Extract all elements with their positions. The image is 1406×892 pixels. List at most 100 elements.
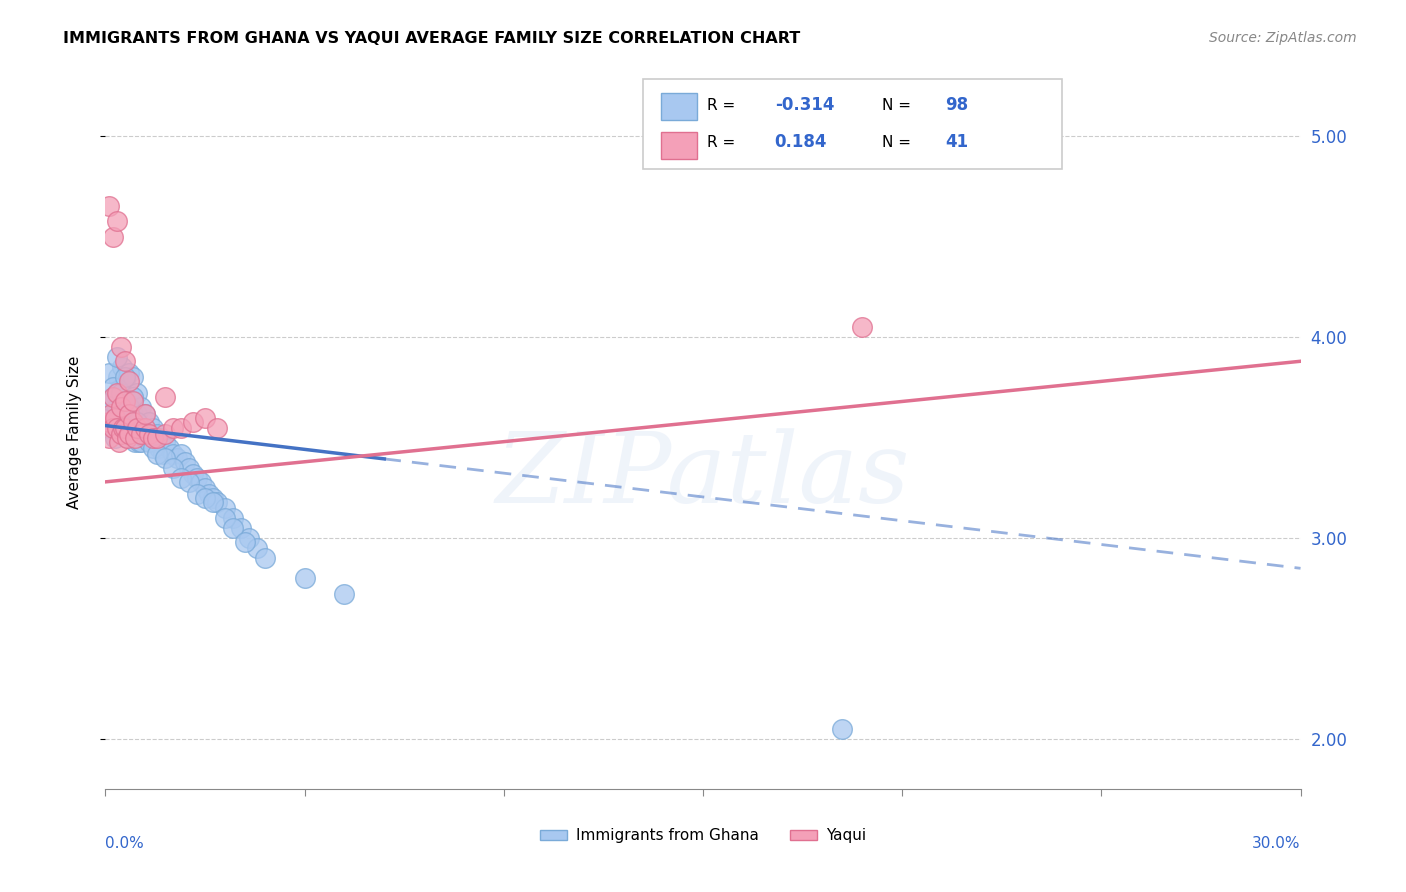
Text: R =: R = — [707, 97, 735, 112]
Point — [118, 407, 141, 421]
Point — [170, 420, 193, 434]
Point — [124, 434, 146, 449]
Point — [233, 535, 256, 549]
Point — [129, 426, 153, 441]
Point — [177, 460, 201, 475]
Point — [246, 541, 269, 556]
Point — [122, 415, 145, 429]
Point — [202, 491, 225, 505]
Point — [134, 407, 156, 421]
Point — [108, 434, 131, 449]
Point — [107, 415, 129, 429]
Point — [138, 426, 160, 441]
Point — [146, 431, 169, 445]
Point — [194, 410, 217, 425]
Point — [107, 386, 129, 401]
Text: IMMIGRANTS FROM GHANA VS YAQUI AVERAGE FAMILY SIZE CORRELATION CHART: IMMIGRANTS FROM GHANA VS YAQUI AVERAGE F… — [63, 31, 800, 46]
Point — [100, 401, 122, 415]
Text: 0.0%: 0.0% — [105, 836, 145, 851]
Point — [112, 391, 135, 405]
Point — [129, 420, 153, 434]
Y-axis label: Average Family Size: Average Family Size — [67, 356, 82, 509]
Point — [157, 441, 180, 455]
Point — [98, 367, 121, 381]
Point — [118, 375, 141, 389]
Point — [127, 415, 149, 429]
Point — [100, 407, 122, 421]
Point — [214, 511, 236, 525]
Point — [152, 447, 174, 461]
Point — [104, 420, 127, 434]
Point — [170, 447, 193, 461]
Point — [103, 391, 125, 405]
Point — [129, 420, 153, 434]
Point — [107, 213, 129, 227]
Point — [127, 420, 149, 434]
Point — [181, 467, 204, 481]
Point — [141, 426, 163, 441]
Point — [294, 571, 316, 585]
Point — [101, 415, 124, 429]
Point — [134, 431, 156, 445]
Point — [97, 420, 120, 434]
Point — [127, 407, 149, 421]
Point — [107, 420, 129, 434]
Point — [170, 471, 193, 485]
Point — [177, 475, 201, 489]
Point — [100, 394, 122, 409]
Text: 0.184: 0.184 — [775, 133, 827, 151]
Point — [98, 410, 121, 425]
Point — [186, 487, 208, 501]
Point — [146, 426, 169, 441]
Point — [103, 407, 125, 421]
Point — [142, 441, 165, 455]
Point — [128, 434, 150, 449]
Point — [142, 420, 165, 434]
Point — [114, 410, 136, 425]
Text: 98: 98 — [946, 96, 969, 114]
Point — [97, 431, 120, 445]
Point — [110, 420, 132, 434]
FancyBboxPatch shape — [644, 79, 1062, 169]
Point — [112, 420, 135, 434]
Point — [107, 370, 129, 384]
Point — [110, 340, 132, 354]
Point — [118, 367, 141, 381]
Point — [146, 447, 169, 461]
Point — [143, 434, 166, 449]
Text: N =: N = — [883, 135, 911, 150]
Point — [194, 491, 217, 505]
Text: N =: N = — [883, 97, 911, 112]
Point — [114, 375, 136, 389]
Point — [104, 410, 127, 425]
Point — [134, 420, 156, 434]
Point — [122, 420, 145, 434]
Point — [110, 401, 132, 415]
Point — [138, 434, 160, 449]
Text: ZIPatlas: ZIPatlas — [496, 428, 910, 523]
Point — [122, 370, 145, 384]
Point — [153, 391, 177, 405]
Point — [103, 229, 125, 244]
Point — [122, 407, 145, 421]
Text: 30.0%: 30.0% — [1253, 836, 1301, 851]
Point — [107, 386, 129, 401]
Point — [107, 350, 129, 364]
Point — [118, 407, 141, 421]
Point — [229, 521, 252, 535]
Point — [110, 380, 132, 394]
Point — [103, 420, 125, 434]
Text: -0.314: -0.314 — [775, 96, 834, 114]
Point — [110, 426, 132, 441]
Point — [103, 420, 125, 434]
Point — [198, 487, 221, 501]
Point — [98, 199, 121, 213]
Point — [134, 420, 156, 434]
Point — [117, 431, 139, 445]
Point — [148, 441, 170, 455]
Point — [114, 370, 136, 384]
Point — [104, 431, 127, 445]
Point — [111, 360, 134, 375]
Point — [190, 475, 212, 489]
Point — [110, 394, 132, 409]
